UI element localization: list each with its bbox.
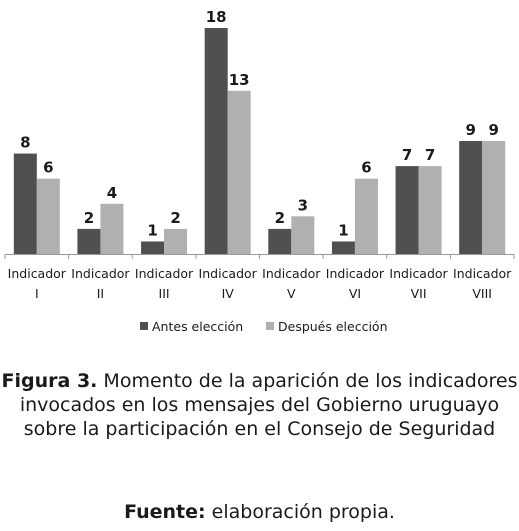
x-tick-label: V	[287, 286, 296, 301]
legend-swatch-antes	[140, 322, 148, 330]
x-tick-label: Indicador	[389, 266, 448, 281]
data-label: 3	[298, 196, 308, 214]
x-tick-label: Indicador	[8, 266, 67, 281]
bar-chart: 86IndicadorI24IndicadorII12IndicadorIII1…	[4, 8, 515, 334]
data-label: 8	[20, 134, 30, 152]
x-tick-label: I	[35, 286, 39, 301]
legend-swatch-despues	[266, 322, 274, 330]
bar-despues-5	[291, 216, 315, 254]
bar-despues-3	[164, 228, 188, 254]
legend-label-antes: Antes elección	[152, 319, 243, 334]
bar-antes-5	[268, 228, 292, 254]
x-tick-label: Indicador	[262, 266, 321, 281]
source-label: Fuente:	[124, 501, 206, 523]
bar-despues-7	[418, 166, 442, 254]
data-label: 7	[425, 146, 435, 164]
data-label: 9	[465, 121, 475, 139]
bar-despues-1	[36, 178, 60, 254]
figure-caption: Figura 3. Momento de la aparición de los…	[0, 369, 519, 441]
bar-despues-4	[227, 90, 251, 255]
bar-despues-2	[100, 203, 124, 254]
data-label: 9	[488, 121, 498, 139]
bar-antes-7	[395, 166, 419, 254]
x-tick-label: VII	[411, 286, 427, 301]
legend-label-despues: Después elección	[278, 319, 388, 334]
bar-antes-1	[13, 153, 37, 254]
data-label: 7	[402, 146, 412, 164]
bar-despues-6	[354, 178, 378, 254]
data-label: 1	[147, 221, 157, 239]
x-tick-label: Indicador	[135, 266, 194, 281]
source-text: elaboración propia.	[205, 501, 395, 523]
data-label: 13	[229, 71, 250, 89]
x-tick-label: Indicador	[71, 266, 130, 281]
x-tick-label: III	[159, 286, 170, 301]
bar-antes-6	[331, 241, 355, 254]
caption-text: Momento de la aparición de los indicador…	[19, 370, 518, 440]
bar-antes-8	[459, 141, 483, 254]
x-tick-label: IV	[222, 286, 235, 301]
data-label: 2	[275, 209, 285, 227]
x-tick-label: Indicador	[326, 266, 385, 281]
data-label: 6	[361, 159, 371, 177]
x-tick-label: Indicador	[199, 266, 258, 281]
x-tick-label: VIII	[472, 286, 492, 301]
data-label: 4	[107, 184, 117, 202]
bar-antes-2	[77, 228, 101, 254]
caption-label: Figura 3.	[1, 370, 98, 392]
bar-antes-4	[204, 28, 228, 254]
data-label: 18	[206, 8, 227, 26]
bar-despues-8	[482, 141, 506, 254]
x-tick-label: Indicador	[453, 266, 512, 281]
data-label: 6	[43, 159, 53, 177]
data-label: 1	[338, 221, 348, 239]
source-line: Fuente: elaboración propia.	[0, 500, 519, 524]
x-tick-label: II	[97, 286, 104, 301]
x-tick-label: VI	[349, 286, 361, 301]
data-label: 2	[170, 209, 180, 227]
data-label: 2	[84, 209, 94, 227]
bar-antes-3	[141, 241, 165, 254]
